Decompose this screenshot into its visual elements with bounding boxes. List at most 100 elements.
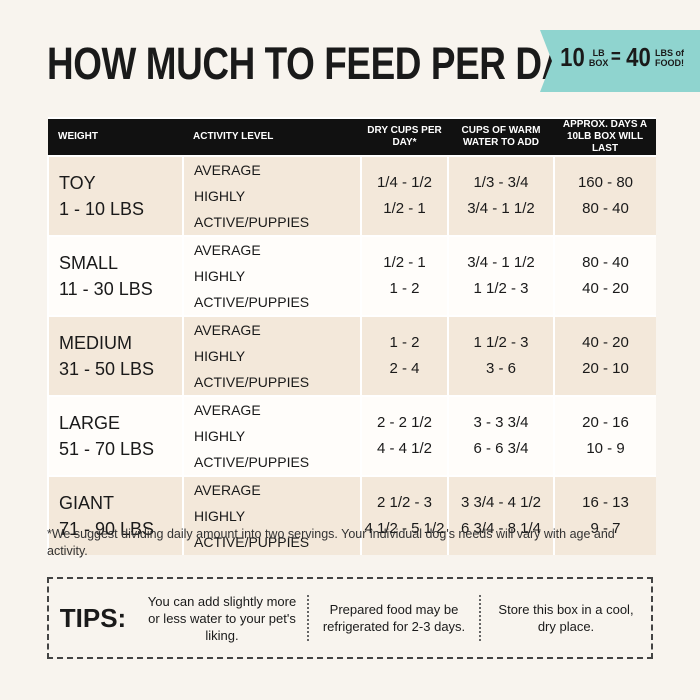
activity-cell: AVERAGE HIGHLY ACTIVE/PUPPIES (182, 316, 361, 396)
days-value: 20 - 10 (582, 360, 629, 377)
title: HOW MUCH TO FEED PER DAY (47, 38, 589, 89)
dry-value: 1/2 - 1 (383, 254, 426, 271)
tips-box: TIPS: You can add slightly more or less … (47, 577, 653, 659)
badge-shape (540, 30, 700, 92)
days-value: 160 - 80 (577, 174, 634, 191)
water-cell: 3 - 3 3/4 6 - 6 3/4 (447, 396, 554, 476)
table-row: MEDIUM 31 - 50 LBS AVERAGE HIGHLY ACTIVE/PU… (47, 316, 656, 396)
activity-cell: AVERAGE HIGHLY ACTIVE/PUPPIES (182, 156, 361, 236)
water-cell: 3/4 - 1 1/2 1 1/2 - 3 (447, 236, 554, 316)
water-cell: 1/3 - 3/4 3/4 - 1 1/2 (447, 156, 554, 236)
days-value: 40 - 20 (582, 280, 629, 297)
size-name: MEDIUM (59, 333, 132, 353)
days-value: 10 - 9 (586, 440, 625, 457)
dry-value: 1/2 - 1 (383, 200, 426, 217)
days-cell: 80 - 40 40 - 20 (553, 236, 656, 316)
activity-level: AVERAGE (194, 242, 261, 258)
activity-level: HIGHLY ACTIVE/PUPPIES (194, 348, 310, 390)
weight-range: 71 - 90 LBS (59, 519, 155, 539)
unit-line: BOX (588, 57, 609, 68)
unit-line: FOOD! (655, 57, 685, 68)
activity-level: AVERAGE (194, 482, 261, 498)
feeding-table: WEIGHT ACTIVITY LEVEL DRY CUPS PER DAY* CUP… (47, 117, 656, 555)
badge-equals: = (611, 46, 622, 68)
unit-line: LBS of (655, 47, 685, 58)
size-name: GIANT (59, 493, 115, 513)
column-header: APPROX. DAYS A 10LB BOX WILL LAST (554, 118, 656, 156)
badge-number: 10 (560, 42, 585, 72)
unit-line: LB (592, 47, 605, 58)
column-header: DRY CUPS PER DAY* (361, 118, 448, 156)
activity-cell: AVERAGE HIGHLY ACTIVE/PUPPIES (182, 236, 361, 316)
water-value: 3/4 - 1 1/2 (467, 254, 535, 271)
badge-text: 10 LB BOX = 40 LBS of FOOD! (558, 42, 684, 73)
days-value: 40 - 20 (582, 334, 629, 351)
water-value: 6 3/4 - 8 1/4 (460, 520, 542, 537)
days-cell: 40 - 20 20 - 10 (553, 316, 656, 396)
water-cell: 3 3/4 - 4 1/2 6 3/4 - 8 1/4 (447, 476, 554, 555)
dry-cell: 1/4 - 1/2 1/2 - 1 (360, 156, 448, 236)
water-value: 1/3 - 3/4 (473, 174, 529, 191)
activity-cell: AVERAGE HIGHLY ACTIVE/PUPPIES (182, 476, 361, 555)
dry-cell: 1/2 - 1 1 - 2 (360, 236, 448, 316)
weight-cell: GIANT 71 - 90 LBS (47, 476, 183, 555)
activity-cell: AVERAGE HIGHLY ACTIVE/PUPPIES (182, 396, 361, 476)
water-value: 3/4 - 1 1/2 (467, 200, 535, 217)
days-value: 80 - 40 (582, 200, 629, 217)
water-value: 3 - 3 3/4 (473, 414, 529, 431)
water-value: 3 - 6 (485, 360, 516, 377)
size-name: LARGE (59, 413, 121, 433)
badge-unit: LB BOX (589, 48, 609, 68)
dry-cell: 1 - 2 2 - 4 (360, 316, 448, 396)
weight-cell: SMALL 11 - 30 LBS (47, 236, 183, 316)
activity-level: AVERAGE (194, 322, 261, 338)
header-row: WEIGHT ACTIVITY LEVEL DRY CUPS PER DAY* CUP… (48, 118, 656, 156)
activity-level: HIGHLY ACTIVE/PUPPIES (194, 188, 310, 230)
weight-cell: LARGE 51 - 70 LBS (47, 396, 183, 476)
water-cell: 1 1/2 - 3 3 - 6 (447, 316, 554, 396)
badge: 10 LB BOX = 40 LBS of FOOD! (540, 30, 700, 92)
badge-unit: LBS of FOOD! (655, 48, 684, 68)
weight-range: 51 - 70 LBS (59, 439, 155, 459)
days-value: 9 - 7 (590, 520, 621, 537)
table-row: SMALL 11 - 30 LBS AVERAGE HIGHLY ACTIVE/PUP… (47, 236, 656, 316)
size-name: SMALL (59, 253, 119, 273)
days-value: 80 - 40 (582, 254, 629, 271)
days-value: 20 - 16 (582, 414, 629, 431)
dry-value: 1/4 - 1/2 (376, 174, 433, 191)
tip: Store this box in a cool, dry place. (479, 595, 651, 641)
size-name: TOY (59, 173, 96, 193)
weight-range: 1 - 10 LBS (59, 199, 145, 219)
table-row: LARGE 51 - 70 LBS AVERAGE HIGHLY ACTIVE/PUP… (47, 396, 656, 476)
water-value: 1 1/2 - 3 (473, 334, 529, 351)
dry-value: 2 - 2 1/2 (376, 414, 433, 431)
weight-cell: MEDIUM 31 - 50 LBS (47, 316, 183, 396)
footnote: *We suggest dividing daily amount into t… (47, 527, 615, 558)
dry-value: 2 - 4 (389, 360, 420, 377)
weight-range: 31 - 50 LBS (59, 359, 155, 379)
days-cell: 16 - 13 9 - 7 (553, 476, 656, 555)
weight-cell: TOY 1 - 10 LBS (47, 156, 183, 236)
dry-value: 4 1/2 - 5 1/2 (364, 520, 445, 537)
dry-value: 1 - 2 (389, 334, 420, 351)
column-header: WEIGHT (48, 118, 183, 156)
activity-level: HIGHLY ACTIVE/PUPPIES (194, 268, 310, 310)
dry-cell: 2 1/2 - 3 4 1/2 - 5 1/2 (360, 476, 448, 555)
activity-level: HIGHLY ACTIVE/PUPPIES (194, 508, 310, 550)
tip: Prepared food may be refrigerated for 2-… (307, 595, 479, 641)
table-body: TOY 1 - 10 LBS AVERAGE HIGHLY ACTIVE/PUPPIE… (47, 156, 656, 555)
column-header: ACTIVITY LEVEL (183, 118, 361, 156)
activity-level: AVERAGE (194, 162, 261, 178)
table-row: TOY 1 - 10 LBS AVERAGE HIGHLY ACTIVE/PUPPIE… (47, 156, 656, 236)
column-header: CUPS OF WARM WATER TO ADD (448, 118, 554, 156)
activity-level: AVERAGE (194, 402, 261, 418)
days-cell: 20 - 16 10 - 9 (553, 396, 656, 476)
water-value: 3 3/4 - 4 1/2 (460, 494, 542, 511)
dry-cell: 2 - 2 1/2 4 - 4 1/2 (360, 396, 448, 476)
badge-number: 40 (626, 42, 651, 72)
tips-label: TIPS: (59, 602, 127, 633)
weight-range: 11 - 30 LBS (59, 279, 153, 299)
table-row: GIANT 71 - 90 LBS AVERAGE HIGHLY ACTIVE/PUP… (47, 476, 656, 555)
days-value: 16 - 13 (582, 494, 629, 511)
